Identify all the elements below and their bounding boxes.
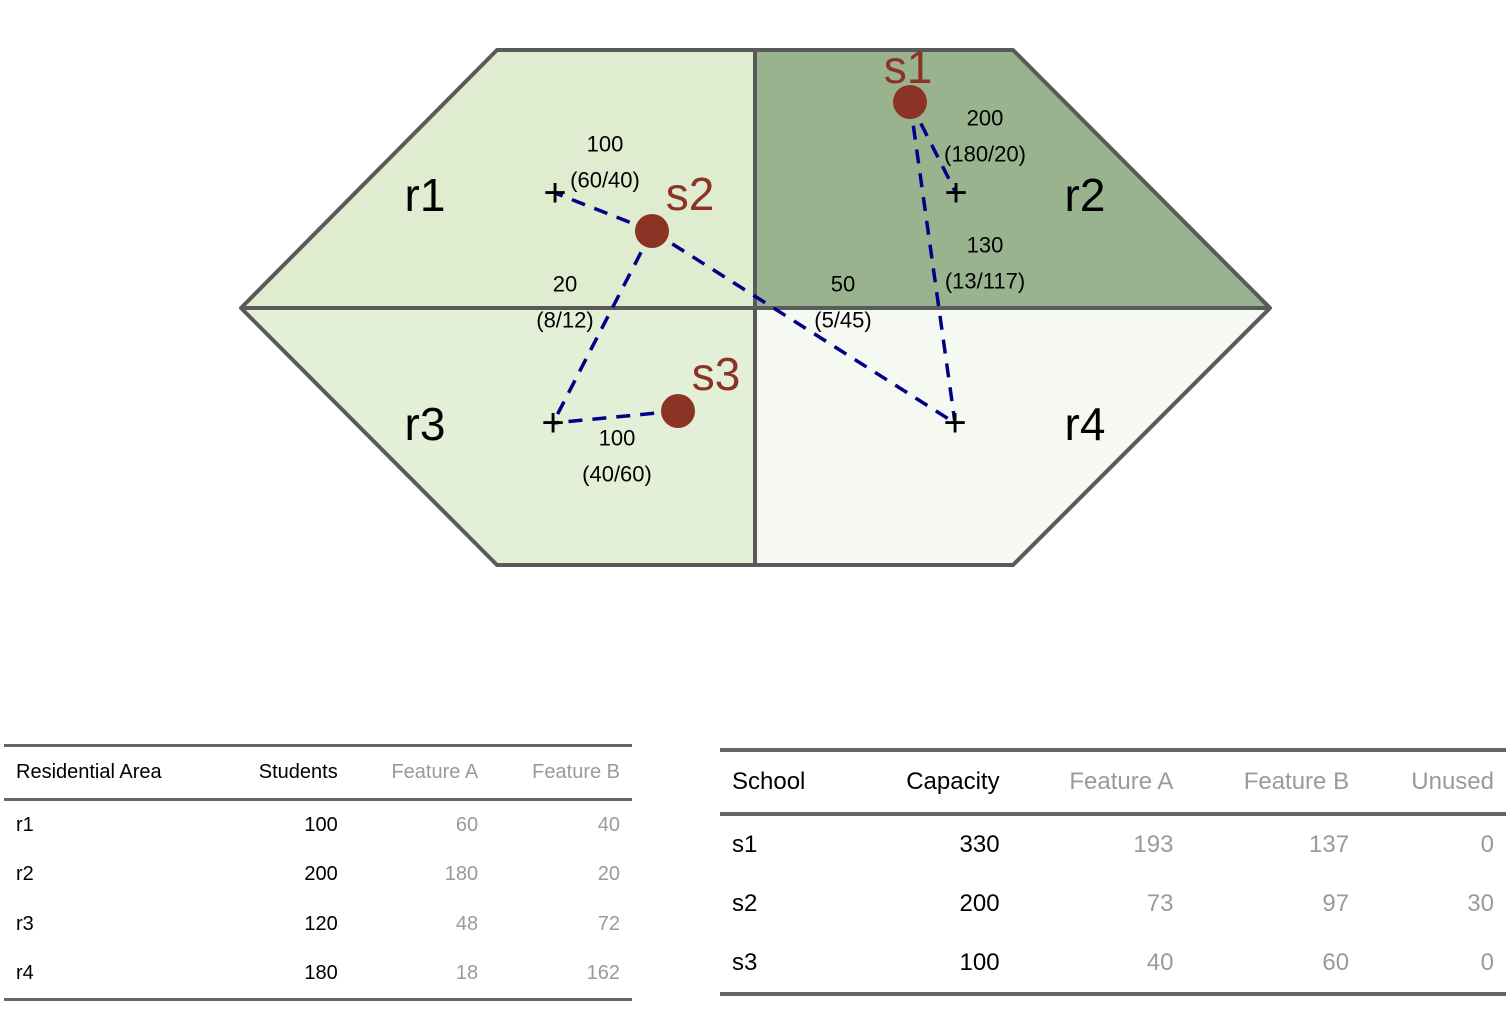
- table-cell: r1: [16, 813, 34, 836]
- table-cell: 20: [597, 863, 620, 885]
- centroid-marker-r1: +: [543, 171, 566, 215]
- centroid-marker-r3: +: [541, 401, 564, 445]
- region-borders: [239, 48, 1272, 567]
- region-polygons: [241, 50, 1270, 565]
- table-cell: r3: [16, 913, 34, 935]
- table-cell: 162: [586, 962, 620, 985]
- centroid-marker-r2: +: [944, 171, 967, 215]
- column-header: Unused: [1411, 768, 1494, 795]
- flow-total-label: 20: [553, 272, 577, 297]
- region-r2: [755, 50, 1270, 308]
- region-r3: [241, 308, 755, 565]
- column-header: Feature A: [1069, 768, 1174, 795]
- school-marker-s2: [635, 214, 669, 248]
- table-cell: r2: [16, 863, 34, 885]
- flow-line-s2-r4: [651, 229, 956, 425]
- table-cell: r4: [16, 962, 34, 985]
- table-row: s1 330 193 137 0: [720, 814, 1506, 874]
- flow-total-label: 130: [967, 233, 1004, 258]
- flow-total-label: 50: [831, 272, 855, 297]
- table-cell: 0: [1480, 949, 1494, 976]
- flow-line-s3-r3: [552, 409, 679, 425]
- column-header: Residential Area: [16, 761, 162, 783]
- school-assignment-map: r1 + r2 + r3 + r4 +100 (60/40) 200 (180/20) 130 (13/…: [239, 41, 1272, 567]
- flow-split-label: (8/12): [536, 308, 593, 333]
- table-row: r4 180 18 162: [4, 950, 632, 1000]
- table-cell: 40: [597, 813, 620, 836]
- table-cell: 0: [1480, 831, 1494, 858]
- flow-split-label: (13/117): [945, 269, 1025, 294]
- flow-split-label: (5/45): [814, 308, 871, 333]
- table-cell: 60: [1322, 949, 1350, 976]
- diagram-labels: r1 + r2 + r3 + r4 +100 (60/40) 200 (180/20) 130 (13/…: [405, 41, 1106, 487]
- table-cell: 120: [304, 913, 338, 935]
- region-label-r3: r3: [405, 398, 446, 450]
- column-header: Students: [258, 761, 338, 783]
- residential-area-table: Residential Area Students Feature A Feat…: [4, 744, 632, 1001]
- region-label-r2: r2: [1065, 169, 1106, 221]
- column-header: Feature B: [1243, 768, 1350, 795]
- school-capacity-table: School Capacity Feature A Feature B Unus…: [720, 748, 1506, 996]
- table-cell: 180: [304, 962, 338, 985]
- flow-split-label: (40/60): [582, 462, 652, 487]
- table-row: r3 120 48 72: [4, 900, 632, 950]
- table-row: s2 200 73 97 30: [720, 874, 1506, 934]
- table-cell: 100: [304, 813, 338, 836]
- column-header: Feature A: [391, 761, 479, 783]
- flow-line-s1-r4: [908, 101, 957, 424]
- region-label-r4: r4: [1065, 398, 1106, 450]
- table-cell: 193: [1133, 831, 1174, 858]
- table-cell: 72: [597, 913, 620, 935]
- table-cell: 137: [1309, 831, 1350, 858]
- table-cell: 330: [959, 831, 1000, 858]
- flow-total-label: 200: [967, 106, 1004, 131]
- table-cell: 97: [1322, 890, 1350, 917]
- flow-line-s2-r3: [551, 230, 654, 424]
- flow-lines: [551, 101, 958, 425]
- table-cell: 48: [455, 913, 479, 935]
- school-label-s2: s2: [666, 168, 715, 220]
- table-cell: s3: [732, 949, 758, 976]
- table-cell: 100: [959, 949, 1000, 976]
- table-header-row: School Capacity Feature A Feature B Unus…: [720, 750, 1506, 814]
- region-label-r1: r1: [405, 169, 446, 221]
- table-row: r1 100 60 40: [4, 800, 632, 850]
- table-cell: 73: [1146, 890, 1174, 917]
- school-label-s3: s3: [692, 348, 741, 400]
- flow-line-s2-r1: [554, 191, 653, 233]
- table-row: s3 100 40 60 0: [720, 934, 1506, 994]
- region-r1: [241, 50, 755, 308]
- school-marker-s3: [661, 394, 695, 428]
- table-cell: 30: [1467, 890, 1494, 917]
- table-cell: 40: [1146, 949, 1174, 976]
- table-cell: 200: [959, 890, 1000, 917]
- flow-total-label: 100: [599, 426, 636, 451]
- table-cell: 200: [304, 863, 338, 885]
- table-header-row: Residential Area Students Feature A Feat…: [4, 745, 632, 800]
- school-label-s1: s1: [884, 41, 933, 93]
- column-header: Feature B: [532, 761, 620, 783]
- region-r4: [755, 308, 1270, 565]
- flow-split-label: (60/40): [570, 168, 640, 193]
- table-cell: s2: [732, 890, 758, 917]
- flow-total-label: 100: [587, 132, 624, 157]
- table-row: r2 200 180 20: [4, 850, 632, 900]
- table-cell: 18: [455, 962, 479, 985]
- table-cell: s1: [732, 831, 758, 858]
- table-cell: 180: [444, 863, 479, 885]
- column-header: Capacity: [906, 768, 1000, 795]
- school-marker-s1: [893, 85, 927, 119]
- table-cell: 60: [455, 813, 479, 836]
- column-header: School: [732, 768, 806, 795]
- centroid-marker-r4: +: [943, 401, 966, 445]
- flow-split-label: (180/20): [944, 142, 1026, 167]
- flow-line-s1-r2: [908, 101, 958, 194]
